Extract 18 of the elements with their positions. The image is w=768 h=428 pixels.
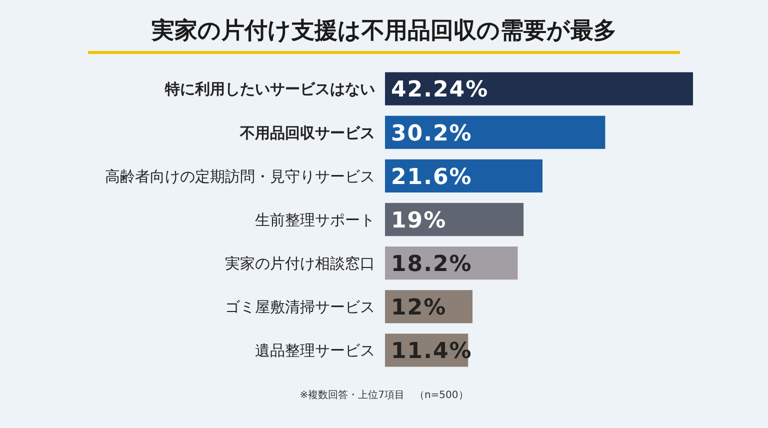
data-label: 21.6% [391,164,472,190]
text: ※複数回答・上位7項目 （n=500） [300,389,468,401]
bar [385,116,606,149]
bar [385,202,524,236]
data-label: 12% [391,296,447,321]
y-tick-label: 不用品回収サービス [239,124,375,142]
y-tick-label: 遺品整理サービス [255,342,375,360]
data-label: 30.2% [391,121,472,146]
y-tick-label: 生前整理サポート [255,210,375,229]
data-label: 18.2% [391,252,472,277]
y-tick-label: 高齢者向けの定期訪問・見守りサービス [105,167,375,186]
y-tick-label: 実家の片付け相談窓口 [225,254,375,272]
data-label: 19% [391,208,447,234]
data-label: 42.24% [391,78,489,103]
bar [385,72,693,106]
y-tick-label: 特に利用したいサービスはない [164,80,375,98]
chart-title: 実家の片付け支援は不用品回収の需要が最多 [150,17,616,44]
y-tick-label: ゴミ屋敷清掃サービス [225,298,375,316]
